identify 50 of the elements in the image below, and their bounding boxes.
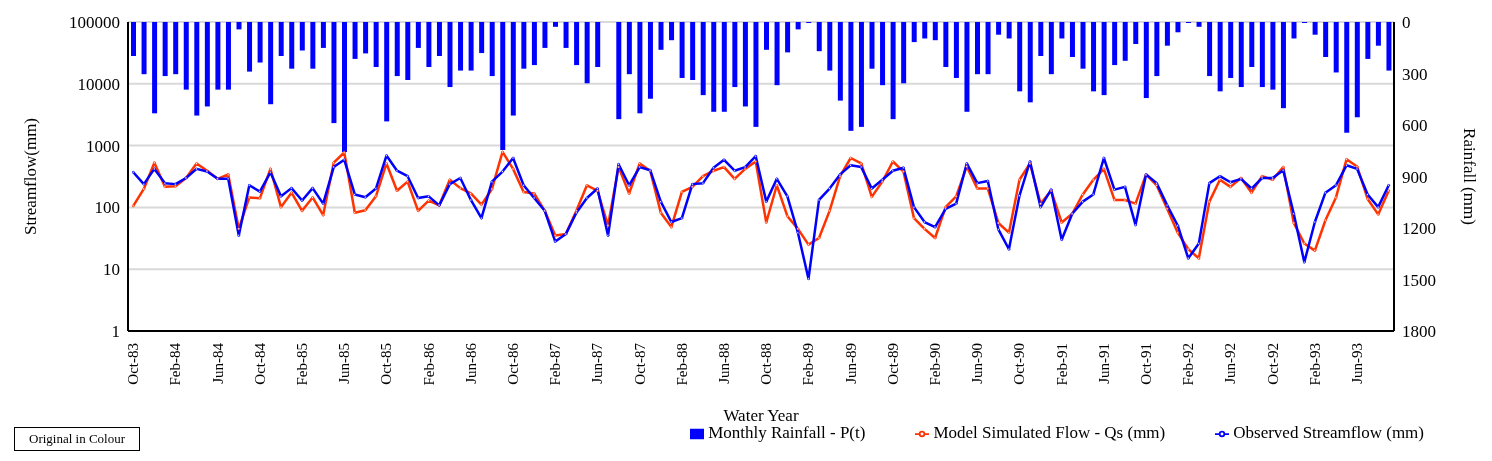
x-tick-label: Oct-88 xyxy=(758,343,775,385)
x-tick-label: Feb-91 xyxy=(1053,343,1070,386)
y-tick-label: 1000 xyxy=(86,136,120,156)
x-tick-label: Jun-88 xyxy=(716,343,733,384)
y2-tick-label: 1500 xyxy=(1402,270,1436,290)
y-tick-label: 100 xyxy=(94,198,120,218)
y-tick-label: 10 xyxy=(103,260,120,280)
x-tick-label: Feb-84 xyxy=(167,342,184,386)
x-tick-label: Jun-86 xyxy=(462,342,479,384)
y2-tick-label: 0 xyxy=(1402,13,1411,33)
y2-tick-label: 900 xyxy=(1402,167,1428,187)
x-tick-label: Jun-91 xyxy=(1095,343,1112,384)
x-tick-label: Feb-85 xyxy=(294,343,311,386)
x-tick-label: Feb-92 xyxy=(1180,343,1197,386)
legend-label: Model Simulated Flow - Qs (mm) xyxy=(933,423,1166,442)
x-axis-title: Water Year xyxy=(723,406,799,425)
y-tick-label: 100000 xyxy=(69,13,120,33)
x-tick-label: Oct-83 xyxy=(125,343,142,385)
x-tick-label: Oct-86 xyxy=(505,342,522,385)
x-tick-label: Jun-93 xyxy=(1349,343,1366,384)
legend-label: Observed Streamflow (mm) xyxy=(1233,423,1424,442)
y-axis-title: Streamflow(mm) xyxy=(21,117,41,236)
x-tick-label: Jun-90 xyxy=(969,343,986,384)
x-tick-label: Jun-87 xyxy=(589,342,606,384)
y2-tick-label: 300 xyxy=(1402,64,1428,84)
x-tick-label: Jun-84 xyxy=(209,342,226,384)
y2-tick-label: 1800 xyxy=(1402,322,1436,342)
y-tick-label: 1 xyxy=(111,322,120,342)
x-tick-label: Oct-89 xyxy=(884,343,901,385)
x-tick-label: Oct-87 xyxy=(631,342,648,385)
x-tick-label: Jun-85 xyxy=(336,343,353,384)
x-tick-label: Feb-88 xyxy=(673,343,690,386)
x-tick-label: Jun-89 xyxy=(842,343,859,384)
y2-tick-label: 1200 xyxy=(1402,219,1436,239)
x-tick-label: Oct-84 xyxy=(251,342,268,385)
legend-label: Monthly Rainfall - P(t) xyxy=(708,423,866,442)
text: Original in Colour xyxy=(14,427,141,451)
x-tick-label: Jun-92 xyxy=(1222,343,1239,384)
x-tick-label: Oct-91 xyxy=(1138,343,1155,385)
x-tick-label: Feb-89 xyxy=(800,343,817,386)
x-tick-label: Oct-85 xyxy=(378,343,395,385)
x-tick-label: Feb-90 xyxy=(927,343,944,386)
x-tick-label: Oct-90 xyxy=(1011,343,1028,385)
x-tick-label: Feb-87 xyxy=(547,342,564,386)
x-tick-label: Feb-93 xyxy=(1306,343,1323,386)
x-tick-label: Oct-92 xyxy=(1264,343,1281,385)
x-tick-label: Feb-86 xyxy=(420,342,437,386)
y-tick-label: 10000 xyxy=(77,74,120,94)
y2-tick-label: 600 xyxy=(1402,116,1428,136)
y2-axis-title: Rainfall (mm) xyxy=(1459,128,1479,225)
